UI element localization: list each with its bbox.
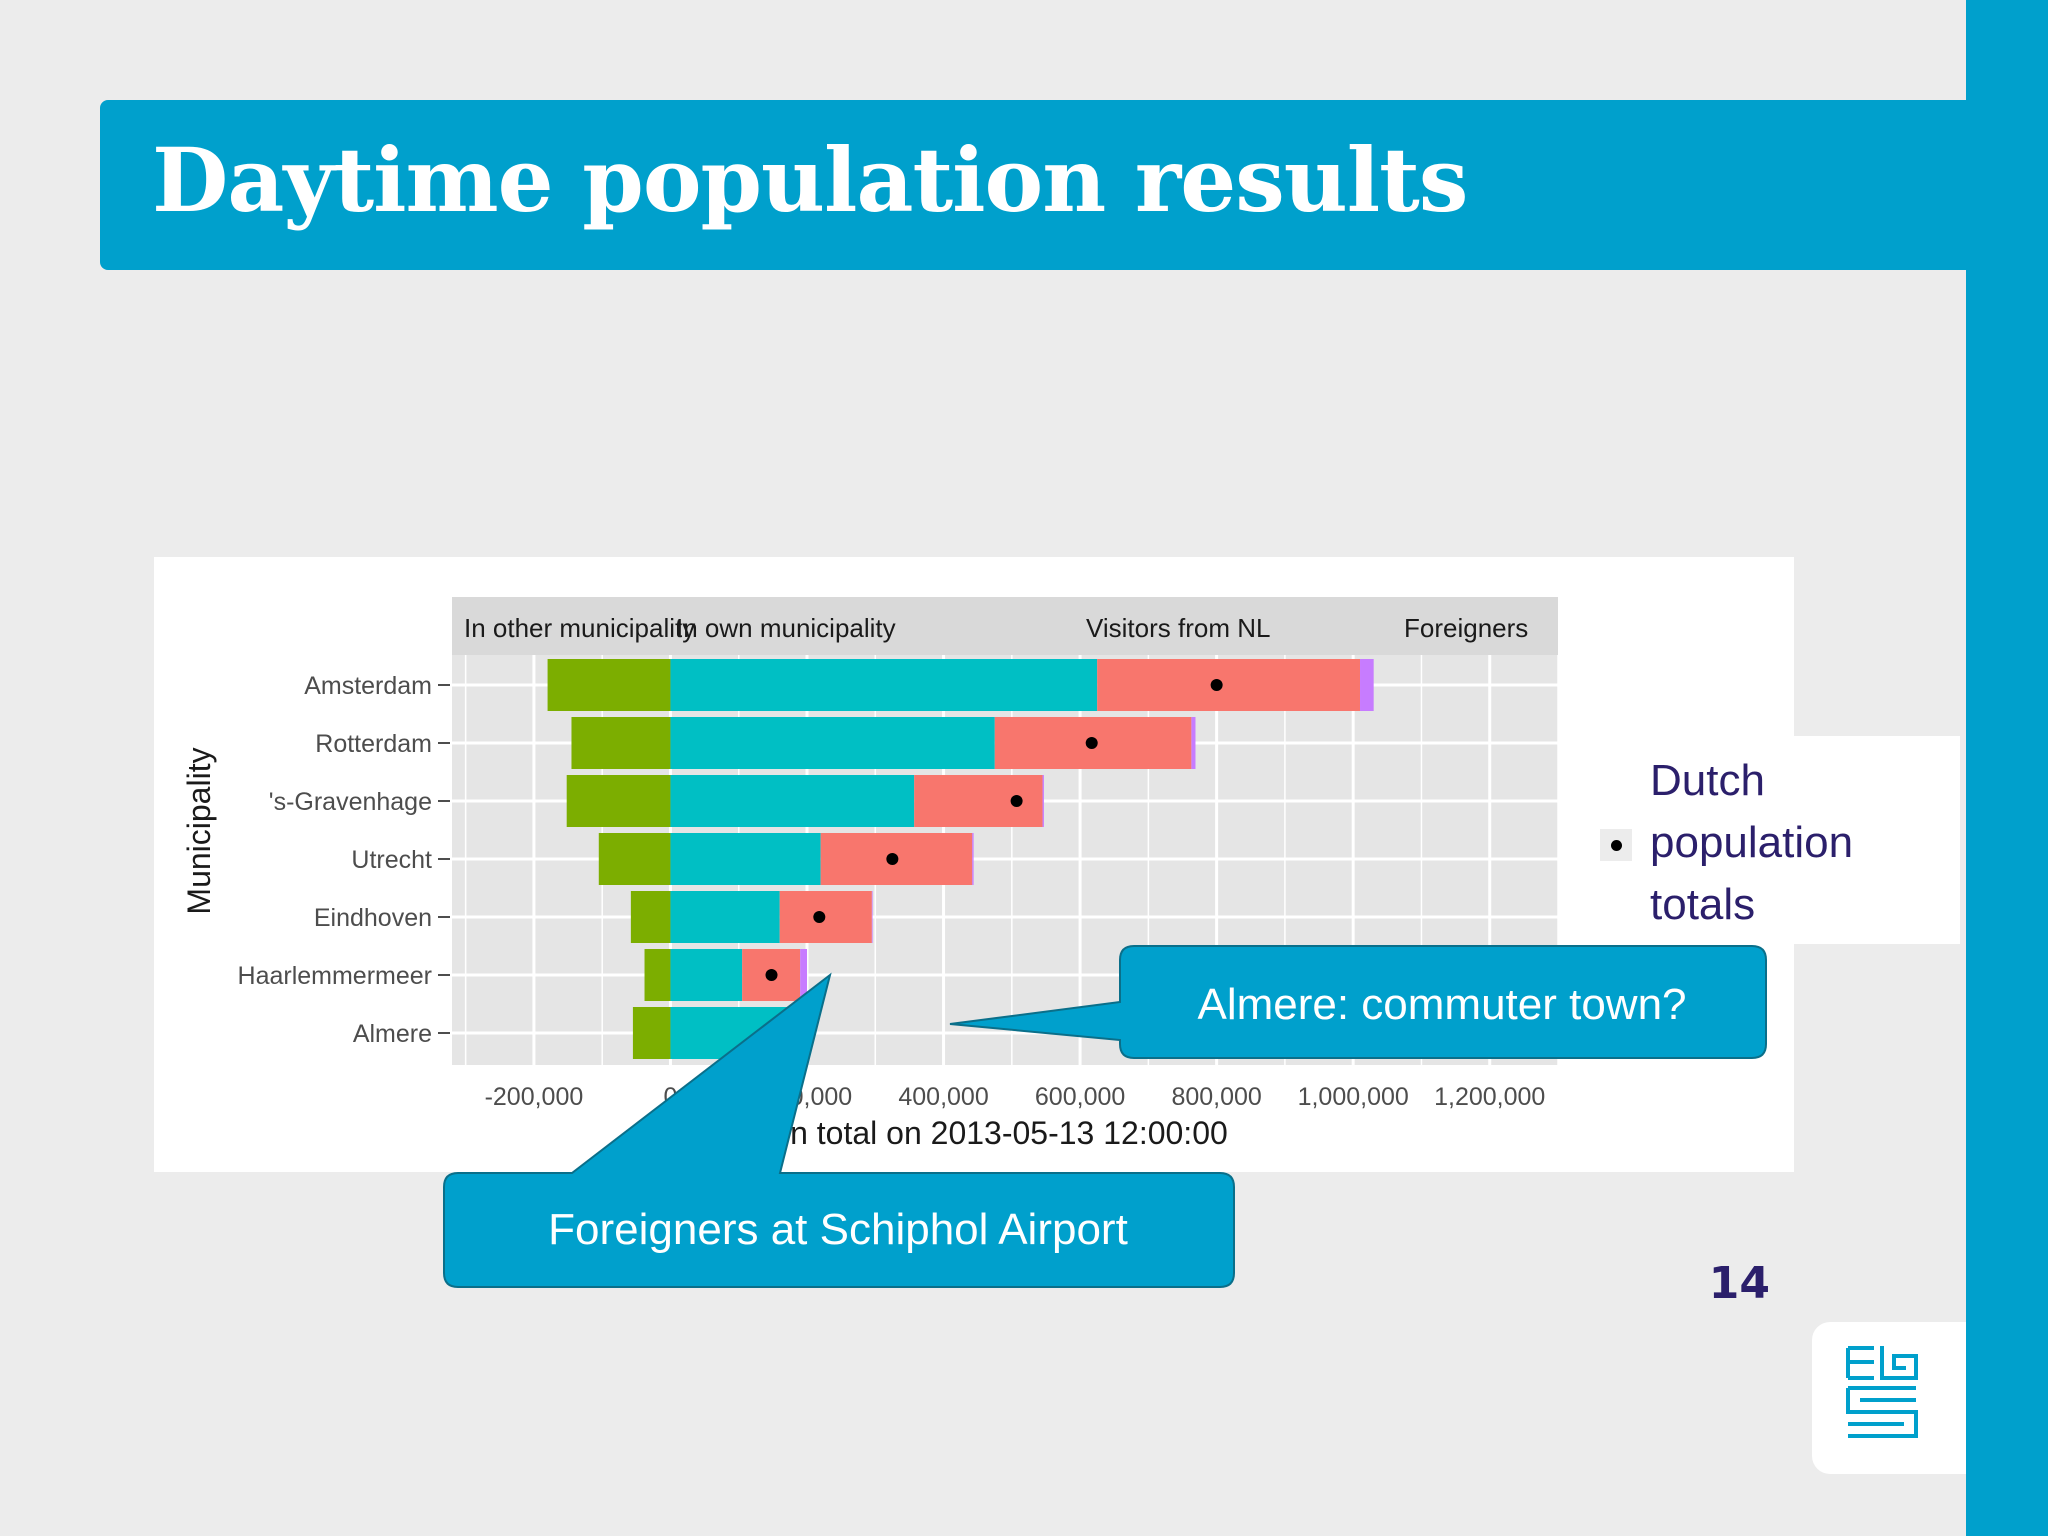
facet-label: In other municipality	[464, 613, 695, 643]
bar-foreigners	[800, 949, 808, 1001]
facet-strip	[452, 597, 1558, 655]
x-tick-label: 200,000	[762, 1083, 852, 1111]
bar-foreigners	[1191, 717, 1196, 769]
bar-foreigners	[871, 891, 873, 943]
y-tick-label: Amsterdam	[304, 672, 432, 700]
y-axis-title: Municipality	[181, 747, 217, 914]
facet-label: Visitors from NL	[1086, 613, 1270, 643]
bar-other	[571, 717, 671, 769]
legend: Dutch population totals	[1594, 736, 1960, 944]
bar-other	[632, 1007, 671, 1059]
y-tick-label: Haarlemmermeer	[238, 962, 432, 990]
bar-visitors	[914, 775, 1043, 827]
cbs-logo	[1812, 1322, 1966, 1474]
bar-foreigners	[1042, 775, 1044, 827]
bar-own	[670, 891, 780, 943]
bar-visitors	[1097, 659, 1361, 711]
x-tick-label: 0	[664, 1083, 678, 1111]
bar-foreigners	[1360, 659, 1374, 711]
facet-label: Foreigners	[1404, 613, 1528, 643]
data-point	[797, 1027, 810, 1039]
x-axis-title: population total on 2013-05-13 12:00:00	[660, 1115, 1228, 1151]
legend-key	[1600, 829, 1632, 861]
y-tick-label: Eindhoven	[314, 904, 432, 932]
bar-other	[566, 775, 671, 827]
bar-own	[670, 833, 821, 885]
bar-other	[598, 833, 671, 885]
legend-label: Dutch population totals	[1650, 756, 1854, 929]
bar-own	[670, 1007, 801, 1059]
y-tick-label: Utrecht	[351, 846, 432, 874]
x-tick-label: 1,200,000	[1434, 1083, 1545, 1111]
y-tick-label: 's-Gravenhage	[269, 788, 432, 816]
legend-dot-icon	[1611, 840, 1622, 851]
x-tick-label: 400,000	[898, 1083, 988, 1111]
bar-other	[630, 891, 671, 943]
bar-own	[670, 659, 1098, 711]
data-point	[1210, 679, 1223, 691]
schiphol-callout: Foreigners at Schiphol Airport	[548, 1205, 1128, 1254]
x-tick-label: 600,000	[1035, 1083, 1125, 1111]
data-point	[886, 853, 899, 865]
bar-own	[670, 717, 995, 769]
bar-foreigners	[972, 833, 974, 885]
chart-panel: In other municipality In own municipality…	[154, 557, 1794, 1172]
page-number: 14	[1708, 1258, 1770, 1309]
page-title: Daytime population results	[152, 128, 1468, 232]
cbs-logo-icon	[1846, 1346, 1918, 1438]
data-point	[813, 911, 826, 923]
x-tick-label: 800,000	[1171, 1083, 1261, 1111]
almere-callout: Almere: commuter town?	[1197, 980, 1687, 1029]
data-point	[1010, 795, 1023, 807]
data-point	[765, 969, 778, 981]
bar-own	[670, 949, 743, 1001]
y-tick-label: Almere	[353, 1020, 432, 1048]
title-banner: Daytime population results	[100, 100, 2048, 270]
facet-label: In own municipality	[676, 613, 896, 643]
bar-other	[644, 949, 671, 1001]
bar-visitors	[779, 891, 872, 943]
y-tick-label: Rotterdam	[315, 730, 432, 758]
bar-own	[670, 775, 915, 827]
data-point	[1085, 737, 1098, 749]
x-tick-label: 1,000,000	[1298, 1083, 1409, 1111]
x-tick-label: -200,000	[485, 1083, 584, 1111]
bar-other	[547, 659, 671, 711]
